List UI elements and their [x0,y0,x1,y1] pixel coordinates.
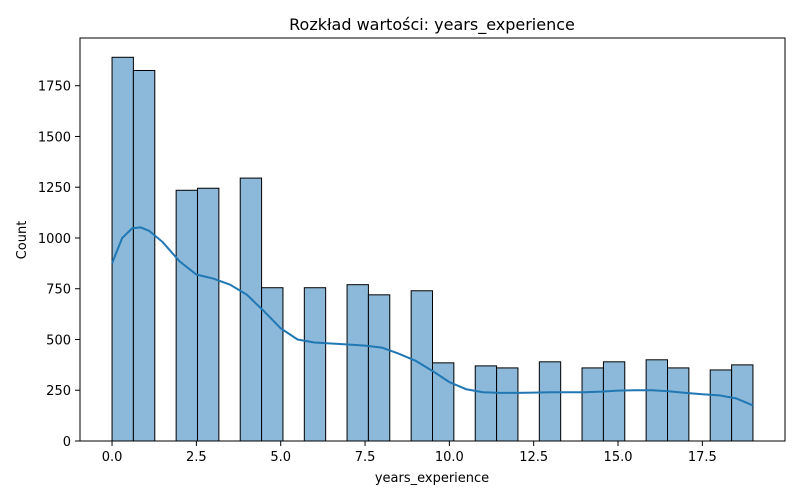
y-tick-label-0: 0 [63,435,71,450]
histogram-bar-16 [645,359,669,442]
y-tick-label-4: 1000 [38,232,71,247]
histogram-bar-18 [709,369,733,442]
x-tick-label-2: 5.0 [270,450,291,465]
x-tick-label-7: 17.5 [688,450,717,465]
x-axis-ticks: 0.0 2.5 5.0 7.5 10.0 12.5 15.0 17.5 [102,441,717,465]
x-tick-label-5: 12.5 [519,450,548,465]
kde-line [111,226,754,407]
y-tick-label-3: 750 [46,283,71,298]
histogram-bar-12 [496,367,519,442]
histogram-bar-8 [367,294,391,442]
histogram-bar-7 [346,284,369,442]
y-axis-ticks: 0 250 500 750 1000 1250 1500 1750 [38,80,80,450]
histogram-bar-17 [667,367,690,442]
y-axis-label: Count [15,221,30,260]
bars-group [111,56,754,442]
histogram-bar-13 [538,361,562,442]
histogram-bar-4 [239,177,263,442]
x-tick-label-0: 0.0 [102,450,123,465]
y-tick-label-2: 500 [46,333,71,348]
histogram-bar-9 [410,290,434,442]
histogram-bar-14 [581,367,604,442]
histogram-bar-0 [111,56,134,442]
histogram-bar-3 [196,187,220,442]
x-tick-label-3: 7.5 [355,450,376,465]
y-tick-label-6: 1500 [38,130,71,145]
x-axis-label: years_experience [375,471,489,486]
histogram-bar-19 [731,364,754,442]
x-tick-label-4: 10.0 [435,450,464,465]
histogram-bar-6 [303,287,327,442]
histogram-bar-11 [474,365,498,442]
histogram-bar-10 [432,362,455,442]
y-tick-label-7: 1750 [38,80,71,95]
x-tick-label-1: 2.5 [186,450,207,465]
histogram-bar-1 [132,69,156,442]
chart-title: Rozkład wartości: years_experience [289,15,575,35]
plot-frame [79,37,786,442]
y-tick-label-5: 1250 [38,181,71,196]
histogram-bar-15 [602,361,626,442]
histogram-bar-2 [175,189,198,442]
x-tick-label-6: 15.0 [604,450,633,465]
y-tick-label-1: 250 [46,384,71,399]
